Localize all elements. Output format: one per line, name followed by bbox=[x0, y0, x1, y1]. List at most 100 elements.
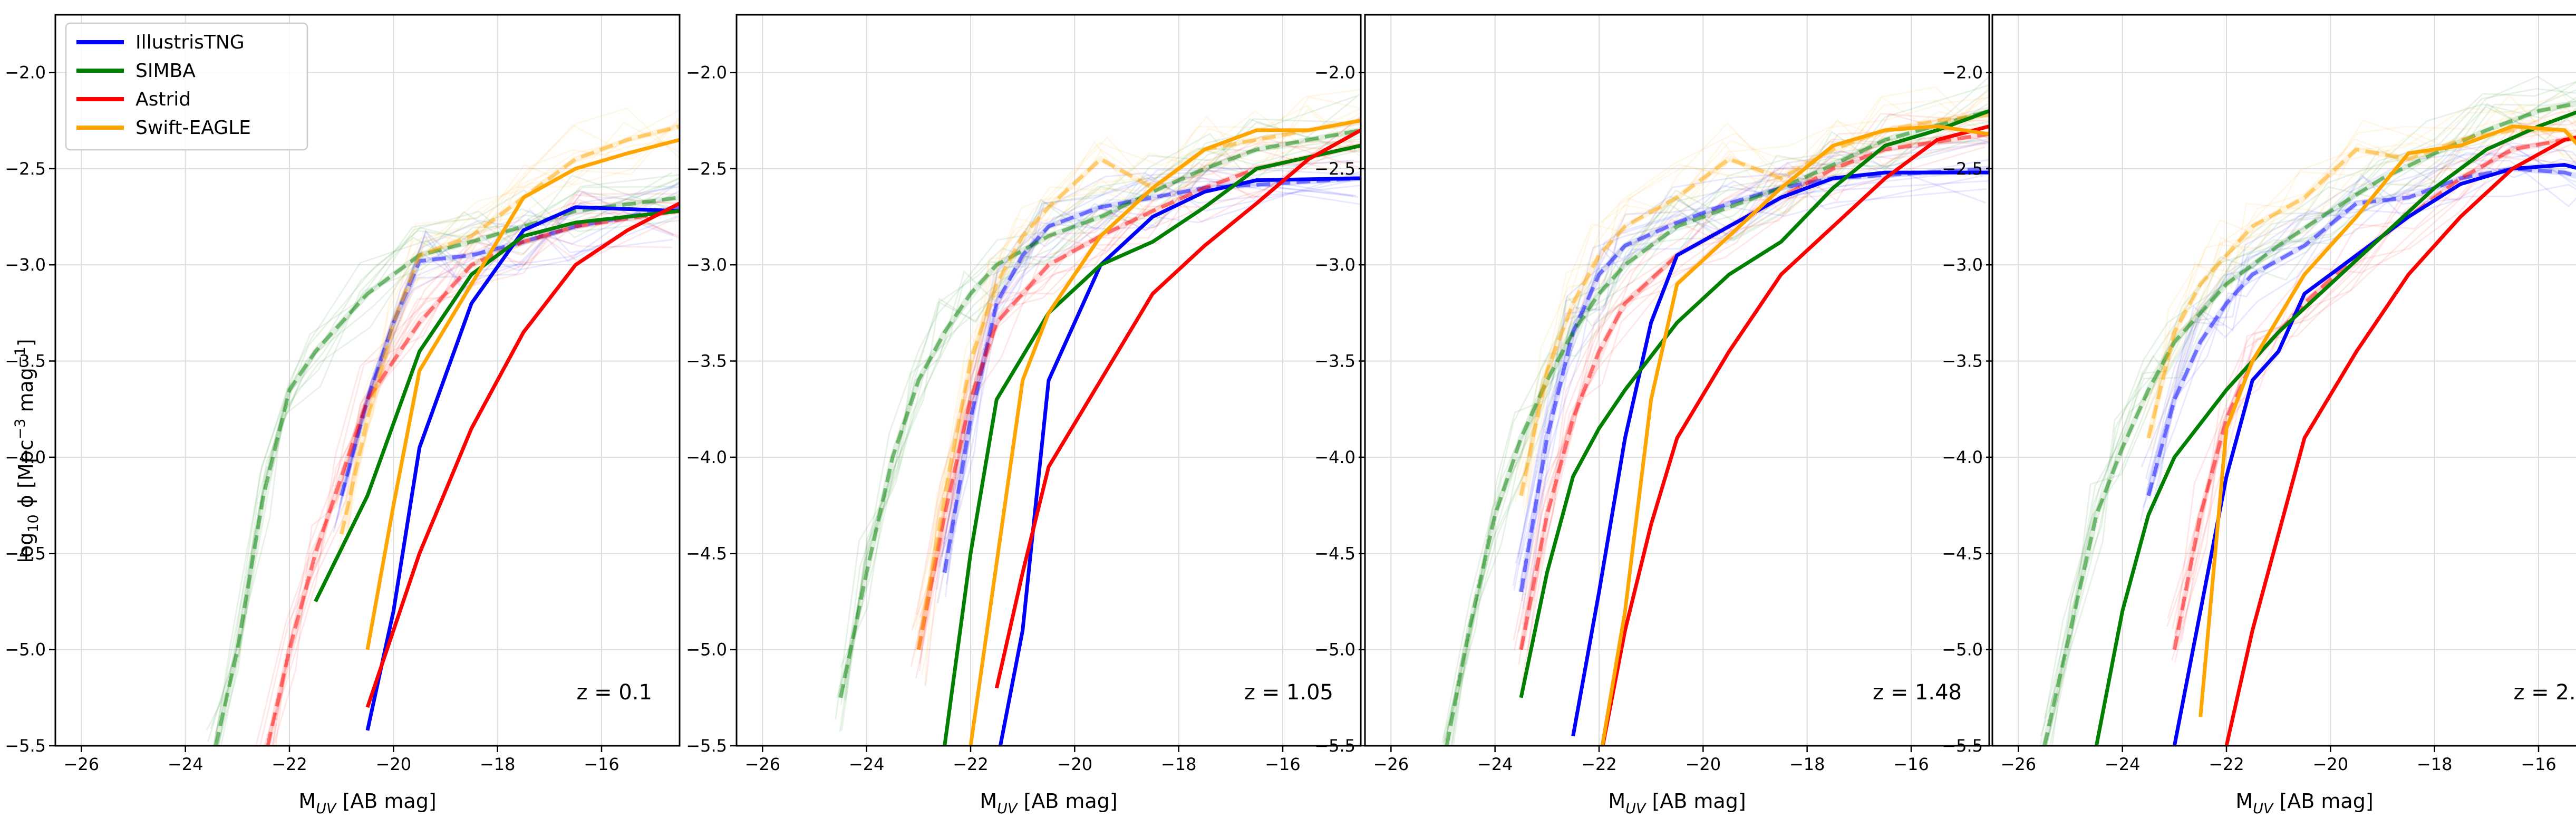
legend-label: Swift-EAGLE bbox=[135, 117, 251, 139]
faint-realisation-line bbox=[923, 110, 1360, 626]
lines-layer bbox=[2039, 75, 2576, 746]
faint-realisation-line bbox=[1451, 121, 1989, 746]
y-tick-label: −4.0 bbox=[1942, 447, 1983, 467]
y-tick-label: −4.5 bbox=[1942, 543, 1983, 563]
dashed-series-line bbox=[2042, 101, 2576, 746]
y-tick-label: −5.5 bbox=[1942, 736, 1983, 756]
y-tick-label: −5.0 bbox=[686, 640, 727, 660]
panel-frame bbox=[1991, 14, 2576, 747]
faint-realisation-line bbox=[206, 190, 680, 731]
dashed-series-line bbox=[1445, 109, 1989, 746]
x-tick-label: −16 bbox=[584, 754, 619, 774]
dashed-series-line bbox=[1519, 167, 1989, 592]
panel-frame bbox=[54, 14, 681, 747]
y-axis-label: log10 ϕ [Mpc−3 mag−1] bbox=[12, 339, 42, 563]
faint-realisation-line bbox=[2141, 142, 2576, 468]
faint-realisation-line bbox=[921, 118, 1361, 676]
faint-realisation-line bbox=[1521, 142, 1988, 626]
series-line-illustristng bbox=[2172, 162, 2576, 746]
faint-realisation-line bbox=[2142, 104, 2576, 404]
panel-frame bbox=[1364, 14, 1990, 747]
faint-realisation-line bbox=[911, 142, 1354, 631]
y-tick-label: −5.0 bbox=[5, 640, 46, 660]
faint-realisation-line bbox=[2166, 120, 2576, 627]
series-line-simba bbox=[2094, 110, 2576, 746]
x-tick-label: −24 bbox=[168, 754, 204, 774]
legend: IllustrisTNG SIMBA Astrid Swift-EAGLE bbox=[65, 22, 308, 151]
x-tick-label: −20 bbox=[1686, 754, 1721, 774]
series-line-swift-eagle bbox=[365, 138, 680, 650]
faint-realisation-line bbox=[835, 121, 1358, 719]
faint-realisation-line bbox=[2051, 81, 2576, 746]
x-tick-label: −20 bbox=[376, 754, 412, 774]
faint-realisation-line bbox=[2171, 119, 2576, 661]
faint-realisation-line bbox=[839, 123, 1361, 732]
grid-lines bbox=[1992, 15, 2576, 746]
x-axis-label: MUV [AB mag] bbox=[298, 790, 436, 817]
legend-entry: IllustrisTNG bbox=[76, 32, 245, 53]
faint-realisation-line bbox=[337, 127, 675, 550]
y-tick-label: −5.0 bbox=[1314, 640, 1355, 660]
series-line-astrid bbox=[1601, 124, 1989, 746]
redshift-label: z = 0.1 bbox=[576, 680, 652, 705]
x-tick-label: −20 bbox=[2313, 754, 2349, 774]
series-line-astrid bbox=[994, 128, 1361, 689]
dashed-series-line bbox=[214, 196, 680, 746]
y-tick-label: −3.5 bbox=[5, 351, 46, 371]
faint-realisation-line bbox=[1442, 115, 1989, 746]
faint-realisation-line bbox=[2154, 174, 2576, 511]
faint-realisation-line bbox=[1517, 97, 1989, 479]
faint-realisation-line bbox=[1442, 103, 1989, 739]
y-tick-label: −2.5 bbox=[1314, 159, 1355, 179]
series-line-astrid bbox=[2224, 136, 2576, 746]
series-line-swift-eagle bbox=[969, 119, 1361, 746]
faint-realisation-line bbox=[924, 95, 1361, 685]
faint-realisation-line bbox=[2046, 102, 2576, 746]
faint-realisation-line bbox=[1517, 106, 1989, 633]
series-line-swift-eagle bbox=[1600, 124, 1989, 746]
y-tick-label: −2.0 bbox=[5, 62, 46, 82]
faint-realisation-line bbox=[2145, 142, 2576, 491]
faint-realisation-line bbox=[2047, 97, 2576, 737]
faint-realisation-line bbox=[1518, 172, 1983, 565]
x-tick-label: −26 bbox=[2001, 754, 2037, 774]
y-tick-label: −2.0 bbox=[1942, 62, 1983, 82]
y-tick-label: −2.0 bbox=[1314, 62, 1355, 82]
x-axis-label: MUV [AB mag] bbox=[2235, 790, 2373, 817]
y-tick-label: −3.5 bbox=[1942, 351, 1983, 371]
faint-realisation-line bbox=[914, 89, 1361, 655]
faint-realisation-line bbox=[1441, 84, 1989, 744]
grid-lines bbox=[1365, 15, 1989, 746]
faint-realisation-line bbox=[2044, 75, 2576, 719]
x-tick-label: −18 bbox=[1161, 754, 1197, 774]
faint-realisation-line bbox=[340, 215, 678, 499]
series-line-illustristng bbox=[365, 205, 680, 731]
faint-realisation-line bbox=[338, 183, 680, 508]
faint-realisation-line bbox=[844, 95, 1357, 700]
y-tick-label: −5.0 bbox=[1942, 640, 1983, 660]
x-tick-label: −18 bbox=[2417, 754, 2453, 774]
x-axis-label: MUV [AB mag] bbox=[980, 790, 1117, 817]
faint-realisation-line bbox=[938, 177, 1361, 568]
faint-realisation-line bbox=[1515, 159, 1989, 564]
dashed-series-line bbox=[943, 176, 1361, 573]
x-tick-label: −16 bbox=[1893, 754, 1929, 774]
series-line-astrid bbox=[365, 201, 680, 708]
legend-label: SIMBA bbox=[135, 60, 196, 82]
y-tick-label: −2.0 bbox=[686, 62, 727, 82]
panel-frame bbox=[735, 14, 1362, 747]
y-tick-label: −2.5 bbox=[5, 159, 46, 179]
x-axis-label: MUV [AB mag] bbox=[1608, 790, 1746, 817]
faint-realisation-line bbox=[217, 181, 680, 746]
faint-realisation-line bbox=[2175, 137, 2576, 639]
panel-background bbox=[1992, 15, 2576, 746]
redshift-label: z = 2.0 bbox=[2513, 680, 2576, 705]
panel-3: −26 −24 −22 −20 −18 −16 −5.5 −5.0 −4.5 −4.0 −3.5 −3… bbox=[1314, 14, 1990, 817]
y-tick-label: −2.5 bbox=[686, 159, 727, 179]
faint-realisation-line bbox=[1514, 96, 1984, 503]
faint-realisation-line bbox=[918, 136, 1361, 664]
x-tick-label: −22 bbox=[272, 754, 307, 774]
faint-realisation-line bbox=[941, 166, 1361, 557]
faint-realisation-line bbox=[333, 190, 674, 533]
